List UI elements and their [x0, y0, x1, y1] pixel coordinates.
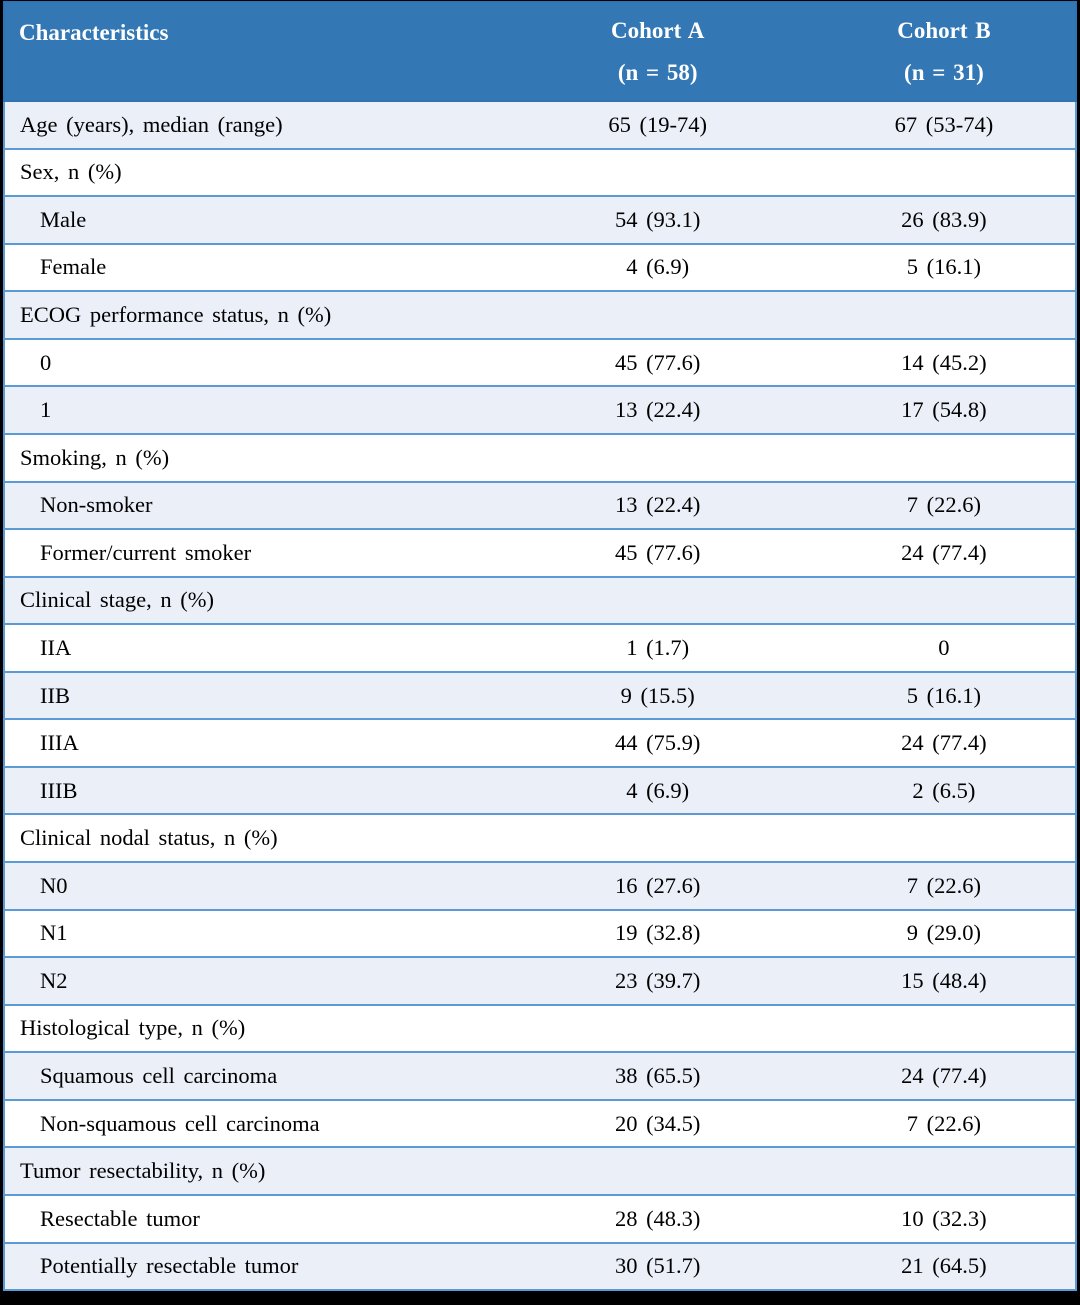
cohort-b-value: 14 (45.2): [901, 349, 987, 375]
table-row: Sex, n (%): [5, 147, 1075, 196]
table-row: IIIA 44 (75.9) 24 (77.4): [5, 718, 1075, 766]
row-label: Tumor resectability, n (%): [20, 1158, 266, 1184]
row-label: Squamous cell carcinoma: [40, 1063, 278, 1089]
header-cohort-a-name: Cohort A: [611, 18, 705, 43]
cohort-a-value: 4 (6.9): [626, 777, 690, 803]
table-row: Smoking, n (%): [5, 432, 1075, 481]
cohort-b-value: 67 (53-74): [894, 111, 994, 137]
cohort-b-value: 7 (22.6): [906, 492, 982, 518]
row-label: N0: [40, 872, 68, 898]
row-label: IIIB: [40, 777, 78, 803]
cohort-a-value: 13 (22.4): [614, 492, 701, 518]
cohort-a-value: 19 (32.8): [614, 920, 701, 946]
table-row: 1 13 (22.4) 17 (54.8): [5, 385, 1075, 433]
cohort-b-value: 9 (29.0): [906, 920, 982, 946]
cohort-b-value: 24 (77.4): [901, 730, 987, 756]
table-row: Squamous cell carcinoma 38 (65.5) 24 (77.4…: [5, 1051, 1075, 1099]
cohort-a-value: 20 (34.5): [614, 1110, 701, 1136]
cohort-b-value: 26 (83.9): [901, 206, 987, 232]
cohort-b-value: 17 (54.8): [901, 397, 987, 423]
row-label: N1: [40, 920, 68, 946]
cohort-a-value: 23 (39.7): [614, 967, 701, 993]
row-label: IIB: [40, 682, 70, 708]
cohort-a-value: 54 (93.1): [614, 206, 701, 232]
table-row: Male 54 (93.1) 26 (83.9): [5, 195, 1075, 243]
table-row: Female 4 (6.9) 5 (16.1): [5, 242, 1075, 291]
cohort-b-value: 24 (77.4): [901, 1063, 987, 1089]
cohort-b-value: 15 (48.4): [901, 967, 987, 993]
table-row: ECOG performance status, n (%): [5, 290, 1075, 338]
cohort-a-value: 45 (77.6): [614, 349, 701, 375]
table-row: IIB 9 (15.5) 5 (16.1): [5, 670, 1075, 719]
table-row: Resectable tumor 28 (48.3) 10 (32.3): [5, 1193, 1075, 1242]
row-label: IIA: [40, 634, 72, 660]
cohort-a-value: 4 (6.9): [626, 254, 690, 280]
header-characteristics: Characteristics: [19, 20, 169, 45]
header-cohort-b-name: Cohort B: [897, 18, 991, 43]
row-label: Sex, n (%): [20, 159, 122, 185]
row-label: IIIA: [40, 730, 79, 756]
table-row: N1 19 (32.8) 9 (29.0): [5, 908, 1075, 957]
table-row: Age (years), median (range) 65 (19-74) 67 …: [5, 102, 1075, 148]
table-row: Non-smoker 13 (22.4) 7 (22.6): [5, 480, 1075, 529]
table-row: Histological type, n (%): [5, 1003, 1075, 1052]
row-label: Clinical stage, n (%): [20, 587, 214, 613]
cohort-b-value: 7 (22.6): [906, 1110, 982, 1136]
table-row: Tumor resectability, n (%): [5, 1146, 1075, 1194]
cohort-b-value: 5 (16.1): [906, 254, 982, 280]
cohort-a-value: 28 (48.3): [614, 1205, 701, 1231]
row-label: 0: [40, 349, 52, 375]
row-label: Non-smoker: [40, 492, 153, 518]
cohort-a-value: 30 (51.7): [614, 1253, 701, 1279]
row-label: Non-squamous cell carcinoma: [40, 1110, 320, 1136]
table-body: Age (years), median (range) 65 (19-74) 67 …: [3, 102, 1077, 1291]
row-label: ECOG performance status, n (%): [20, 302, 332, 328]
row-label: Male: [40, 206, 87, 232]
cohort-a-value: 65 (19-74): [608, 111, 707, 137]
header-cohort-a: Cohort A (n = 58): [503, 3, 813, 100]
cohort-b-value: 5 (16.1): [906, 682, 982, 708]
characteristics-table: Characteristics Cohort A (n = 58) Cohort…: [3, 1, 1077, 1291]
row-label: Potentially resectable tumor: [40, 1253, 299, 1279]
header-cohort-b-n: (n = 31): [904, 60, 984, 85]
cohort-a-value: 45 (77.6): [614, 539, 701, 565]
table-row: IIA 1 (1.7) 0: [5, 623, 1075, 671]
cohort-a-value: 9 (15.5): [620, 682, 695, 708]
cohort-b-value: 21 (64.5): [901, 1253, 987, 1279]
cohort-b-value: 7 (22.6): [906, 872, 982, 898]
cohort-b-value: 2 (6.5): [912, 777, 976, 803]
table-row: 0 45 (77.6) 14 (45.2): [5, 337, 1075, 386]
table-row: Non-squamous cell carcinoma 20 (34.5) 7 (2…: [5, 1098, 1075, 1147]
row-label: Age (years), median (range): [20, 111, 283, 137]
row-label: Resectable tumor: [40, 1205, 200, 1231]
table-header: Characteristics Cohort A (n = 58) Cohort…: [3, 1, 1077, 102]
table-row: Clinical stage, n (%): [5, 575, 1075, 624]
table-row: Potentially resectable tumor 30 (51.7) 21 …: [5, 1241, 1075, 1290]
cohort-a-value: 44 (75.9): [614, 730, 701, 756]
row-label: N2: [40, 967, 68, 993]
row-label: Clinical nodal status, n (%): [20, 825, 278, 851]
cohort-a-value: 13 (22.4): [614, 397, 701, 423]
cohort-b-value: 10 (32.3): [901, 1205, 987, 1231]
cohort-b-value: 0: [938, 634, 950, 660]
cohort-a-value: 1 (1.7): [626, 634, 690, 660]
header-cohort-a-n: (n = 58): [617, 60, 698, 85]
header-cohort-b: Cohort B (n = 31): [813, 3, 1075, 100]
row-label: Female: [40, 254, 107, 280]
table-row: IIIB 4 (6.9) 2 (6.5): [5, 765, 1075, 814]
row-label: Histological type, n (%): [20, 1015, 246, 1041]
table-row: Clinical nodal status, n (%): [5, 813, 1075, 861]
cohort-a-value: 16 (27.6): [614, 872, 701, 898]
table-row: N2 23 (39.7) 15 (48.4): [5, 956, 1075, 1004]
table-row: Former/current smoker 45 (77.6) 24 (77.4): [5, 528, 1075, 576]
cohort-a-value: 38 (65.5): [614, 1063, 701, 1089]
row-label: 1: [40, 397, 52, 423]
row-label: Former/current smoker: [40, 539, 252, 565]
row-label: Smoking, n (%): [20, 444, 170, 470]
cohort-b-value: 24 (77.4): [901, 539, 987, 565]
table-row: N0 16 (27.6) 7 (22.6): [5, 861, 1075, 909]
